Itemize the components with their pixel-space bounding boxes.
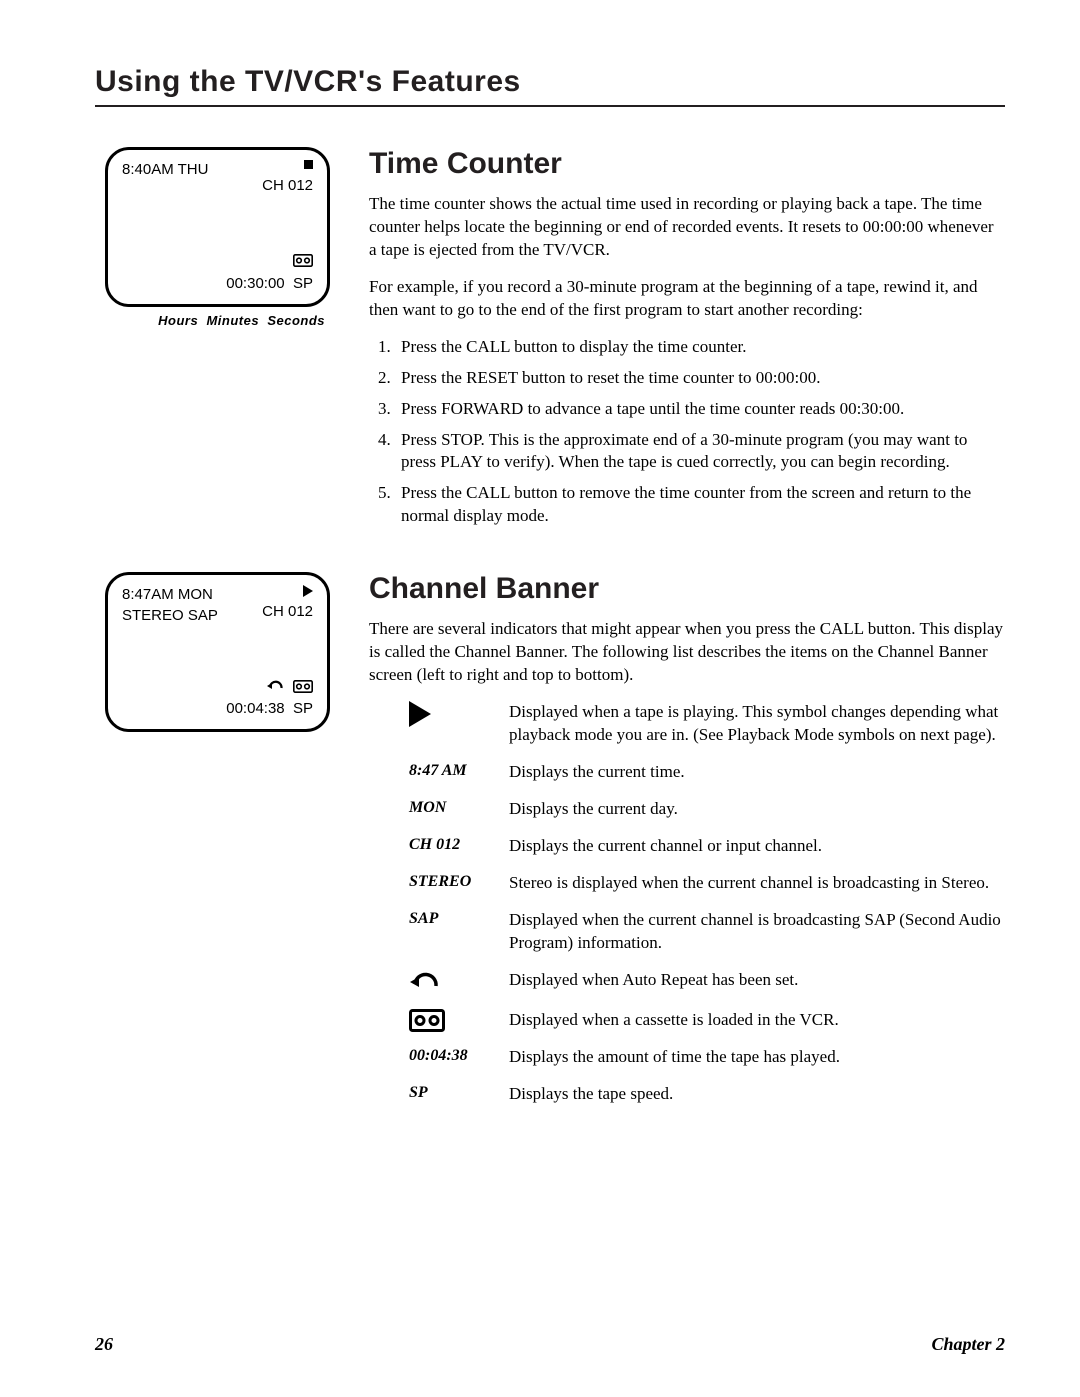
banner-desc: Displays the tape speed. [509, 1083, 1005, 1106]
banner-desc: Displayed when a tape is playing. This s… [509, 701, 1005, 747]
banner-label: SAP [409, 909, 509, 955]
banner-item: 00:04:38 Displays the amount of time the… [409, 1046, 1005, 1069]
tc-step: Press the RESET button to reset the time… [395, 367, 1005, 390]
cassette-icon [409, 1009, 509, 1032]
cb-speed: SP [293, 700, 313, 717]
banner-desc: Stereo is displayed when the current cha… [509, 872, 1005, 895]
stop-icon [304, 160, 313, 169]
channel-banner-heading: Channel Banner [369, 572, 1005, 606]
cassette-icon [293, 253, 313, 273]
cb-stereo-sap: STEREO SAP [122, 606, 218, 626]
banner-item: SAP Displayed when the current channel i… [409, 909, 1005, 955]
tc-para2: For example, if you record a 30-minute p… [369, 276, 1005, 322]
screen-speed: SP [293, 275, 313, 292]
tc-step: Press STOP. This is the approximate end … [395, 429, 1005, 475]
cb-counter: 00:04:38 [226, 700, 284, 717]
cb-time-day: 8:47AM MON [122, 585, 218, 605]
banner-label: CH 012 [409, 835, 509, 858]
banner-items: Displayed when a tape is playing. This s… [409, 701, 1005, 1105]
page-header: Using the TV/VCR's Features [95, 65, 1005, 99]
cb-channel: CH 012 [262, 603, 313, 620]
time-counter-section: 8:40AM THU CH 012 00:30:00 SP Hours Minu… [95, 147, 1005, 536]
banner-label: SP [409, 1083, 509, 1106]
tc-step: Press FORWARD to advance a tape until th… [395, 398, 1005, 421]
page-footer: 26 Chapter 2 [95, 1334, 1005, 1355]
chapter-label: Chapter 2 [931, 1334, 1005, 1355]
time-counter-screen: 8:40AM THU CH 012 00:30:00 SP [105, 147, 330, 307]
banner-desc: Displayed when Auto Repeat has been set. [509, 969, 1005, 995]
play-icon [409, 701, 431, 727]
repeat-icon [409, 969, 509, 995]
label-hours: Hours [158, 313, 198, 328]
label-seconds: Seconds [267, 313, 325, 328]
banner-item: 8:47 AM Displays the current time. [409, 761, 1005, 784]
play-icon [303, 585, 313, 597]
banner-desc: Displayed when the current channel is br… [509, 909, 1005, 955]
cb-para1: There are several indicators that might … [369, 618, 1005, 687]
banner-desc: Displays the amount of time the tape has… [509, 1046, 1005, 1069]
banner-desc: Displays the current channel or input ch… [509, 835, 1005, 858]
banner-label: 00:04:38 [409, 1046, 509, 1069]
tc-step: Press the CALL button to remove the time… [395, 482, 1005, 528]
screen-counter: 00:30:00 [226, 275, 284, 292]
banner-item: STEREO Stereo is displayed when the curr… [409, 872, 1005, 895]
tc-step: Press the CALL button to display the tim… [395, 336, 1005, 359]
banner-label: STEREO [409, 872, 509, 895]
banner-desc: Displays the current day. [509, 798, 1005, 821]
repeat-icon [267, 679, 285, 699]
screen-time-day: 8:40AM THU [122, 160, 208, 180]
time-counter-heading: Time Counter [369, 147, 1005, 181]
tc-steps: Press the CALL button to display the tim… [369, 336, 1005, 529]
header-rule [95, 105, 1005, 107]
banner-label: MON [409, 798, 509, 821]
banner-item: CH 012 Displays the current channel or i… [409, 835, 1005, 858]
banner-item: SP Displays the tape speed. [409, 1083, 1005, 1106]
banner-item: Displayed when Auto Repeat has been set. [409, 969, 1005, 995]
channel-banner-section: 8:47AM MON STEREO SAP CH 012 00:04:38 SP [95, 572, 1005, 1119]
banner-item: MON Displays the current day. [409, 798, 1005, 821]
banner-desc: Displays the current time. [509, 761, 1005, 784]
banner-item: Displayed when a tape is playing. This s… [409, 701, 1005, 747]
tc-para1: The time counter shows the actual time u… [369, 193, 1005, 262]
page-number: 26 [95, 1334, 113, 1355]
hms-label: Hours Minutes Seconds [95, 313, 333, 328]
cassette-icon [293, 679, 313, 699]
screen-channel: CH 012 [262, 177, 313, 194]
banner-desc: Displayed when a cassette is loaded in t… [509, 1009, 1005, 1032]
channel-banner-screen: 8:47AM MON STEREO SAP CH 012 00:04:38 SP [105, 572, 330, 732]
banner-item: Displayed when a cassette is loaded in t… [409, 1009, 1005, 1032]
label-minutes: Minutes [206, 313, 259, 328]
banner-label: 8:47 AM [409, 761, 509, 784]
